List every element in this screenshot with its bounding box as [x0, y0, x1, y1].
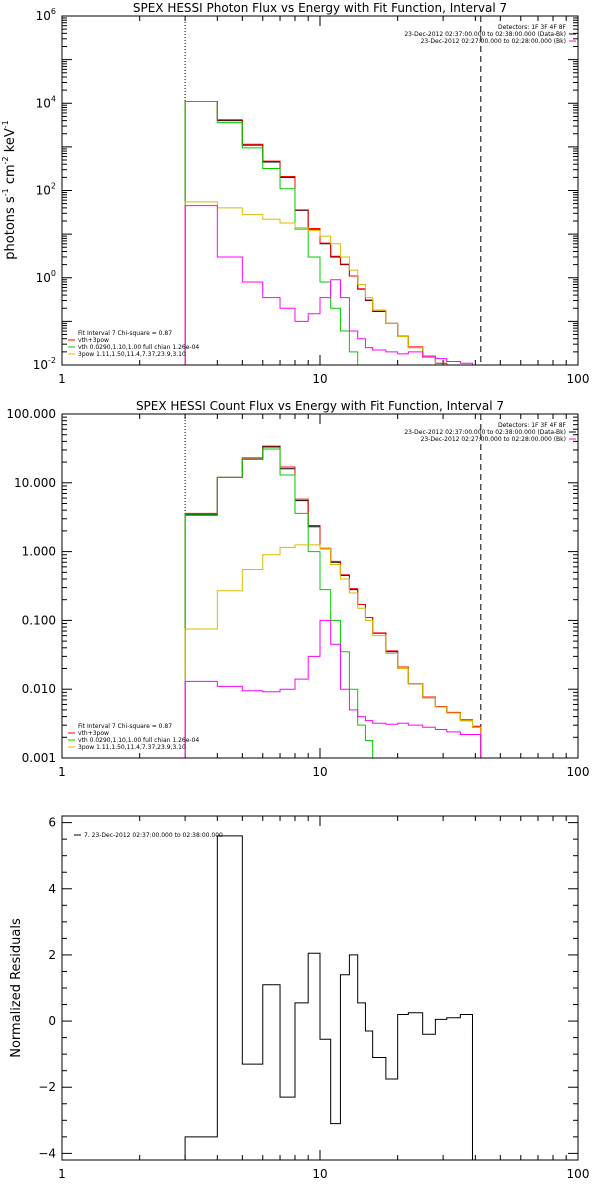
y-tick-label: 104	[36, 94, 56, 110]
x-tick-label: 1	[58, 372, 66, 386]
y-label-exp: -2	[1, 156, 10, 164]
y-tick-label: 0.100	[22, 613, 56, 627]
y-axis-label: Normalized Residuals	[9, 918, 24, 1058]
y-tick-label: 1.000	[22, 545, 56, 559]
y-tick-label: 102	[36, 182, 56, 198]
chart-1: SPEX HESSI Photon Flux vs Energy with Fi…	[1, 1, 589, 386]
y-axis-label: photons s-1 cm-2 keV-1	[1, 120, 18, 259]
legend-top-right-text: 23-Dec-2012 02:37:00.000 to 02:38:00.000…	[404, 429, 566, 436]
series-data-bk	[184, 100, 448, 365]
series-data-bk	[184, 445, 482, 758]
y-tick-label: 100	[36, 269, 56, 285]
legend-bottom-left-text: Fit Interval 7 Chi-square = 0.87	[78, 723, 172, 730]
data-area	[184, 100, 482, 365]
y-tick-label: 0	[48, 1014, 56, 1028]
legend-bottom-left-text: vth 0.0290,1.10,1.00 full chian 1.26e-04	[78, 344, 199, 351]
data-area	[184, 445, 482, 758]
series-3pow	[184, 201, 448, 365]
series-vth	[184, 100, 359, 365]
legend-top-right-text: 23-Dec-2012 02:27:00.000 to 02:28:00.000…	[421, 38, 566, 45]
legend-top-right-text: 23-Dec-2012 02:37:00.000 to 02:38:00.000…	[404, 31, 566, 38]
x-tick-label: 10	[312, 1167, 327, 1181]
series-vth-3pow	[184, 446, 482, 758]
series-residuals	[184, 835, 482, 1160]
y-tick-label: 6	[48, 816, 56, 830]
y-tick-base: 10	[36, 271, 51, 285]
legend-top-right-text: Detectors: 1F 3F 4F 8F	[498, 24, 567, 31]
y-tick-label: 0.001	[22, 751, 56, 765]
legend-bottom-left-text: 3pow 1.11,1.50,11.4,7.37,23.9,3.10	[78, 351, 186, 358]
y-tick-label: 4	[48, 882, 56, 896]
series-vth	[184, 448, 374, 758]
y-tick-base: 10	[36, 9, 51, 23]
plot-frame	[61, 15, 579, 366]
y-tick-base: 10	[36, 184, 51, 198]
y-tick-label: −4	[38, 1146, 56, 1160]
y-tick-exp: 2	[51, 182, 56, 191]
x-tick-label: 1	[58, 765, 66, 779]
y-tick-label: 10-2	[33, 356, 56, 372]
legend-top-left-text: 7. 23-Dec-2012 02:37:00.000 to 02:38:00.…	[84, 832, 223, 839]
y-tick-base: 10	[36, 96, 51, 110]
x-tick-label: 100	[567, 765, 590, 779]
x-tick-label: 10	[312, 765, 327, 779]
chart-title: SPEX HESSI Photon Flux vs Energy with Fi…	[133, 1, 507, 15]
y-tick-exp: 6	[51, 7, 56, 16]
x-tick-label: 100	[567, 372, 590, 386]
y-label-exp: -1	[1, 188, 10, 196]
y-tick-label: −2	[38, 1080, 56, 1094]
y-tick-label: 2	[48, 948, 56, 962]
data-area	[184, 835, 482, 1160]
y-label-exp: -1	[1, 120, 10, 128]
y-tick-label: 0.010	[22, 682, 56, 696]
y-tick-label: 100.000	[6, 407, 56, 421]
chart-3: 1 10 100 −4 −2 0 2 4 6 Normalized Residuals 7. 23-…	[9, 815, 590, 1181]
x-tick-label: 10	[312, 372, 327, 386]
x-tick-label: 100	[567, 1167, 590, 1181]
x-tick-label: 1	[58, 1167, 66, 1181]
y-tick-exp: -2	[48, 356, 56, 365]
legend-bottom-left-text: vth 0.0290,1.10,1.00 full chian 1.26e-04	[78, 737, 199, 744]
series-3pow	[184, 544, 482, 758]
y-tick-label: 106	[36, 7, 56, 23]
y-label-part: photons s	[3, 196, 18, 260]
y-tick-exp: 4	[51, 94, 56, 103]
y-tick-label: 10.000	[14, 476, 56, 490]
plot-frame	[61, 815, 579, 1161]
legend-top-right-text: Detectors: 1F 3F 4F 8F	[498, 422, 567, 429]
y-label-part: cm	[3, 164, 18, 188]
series-bk	[184, 205, 482, 365]
series-bk	[184, 619, 482, 758]
chart-2: SPEX HESSI Count Flux vs Energy with Fit…	[6, 399, 589, 779]
chart-title: SPEX HESSI Count Flux vs Energy with Fit…	[136, 399, 504, 413]
legend-bottom-left-text: vth+3pow	[78, 337, 109, 344]
legend-bottom-left-text: Fit Interval 7 Chi-square = 0.87	[78, 330, 172, 337]
series-vth-3pow	[184, 100, 448, 365]
y-tick-exp: 0	[51, 269, 56, 278]
plot-frame	[61, 413, 579, 759]
legend-top-right-text: 23-Dec-2012 02:27:00.000 to 02:28:00.000…	[421, 436, 566, 443]
y-tick-base: 10	[33, 358, 48, 372]
legend-bottom-left-text: vth+3pow	[78, 730, 109, 737]
y-label-part: keV	[3, 128, 18, 156]
legend-bottom-left-text: 3pow 1.11,1.50,11.4,7.37,23.9,3.10	[78, 744, 186, 751]
